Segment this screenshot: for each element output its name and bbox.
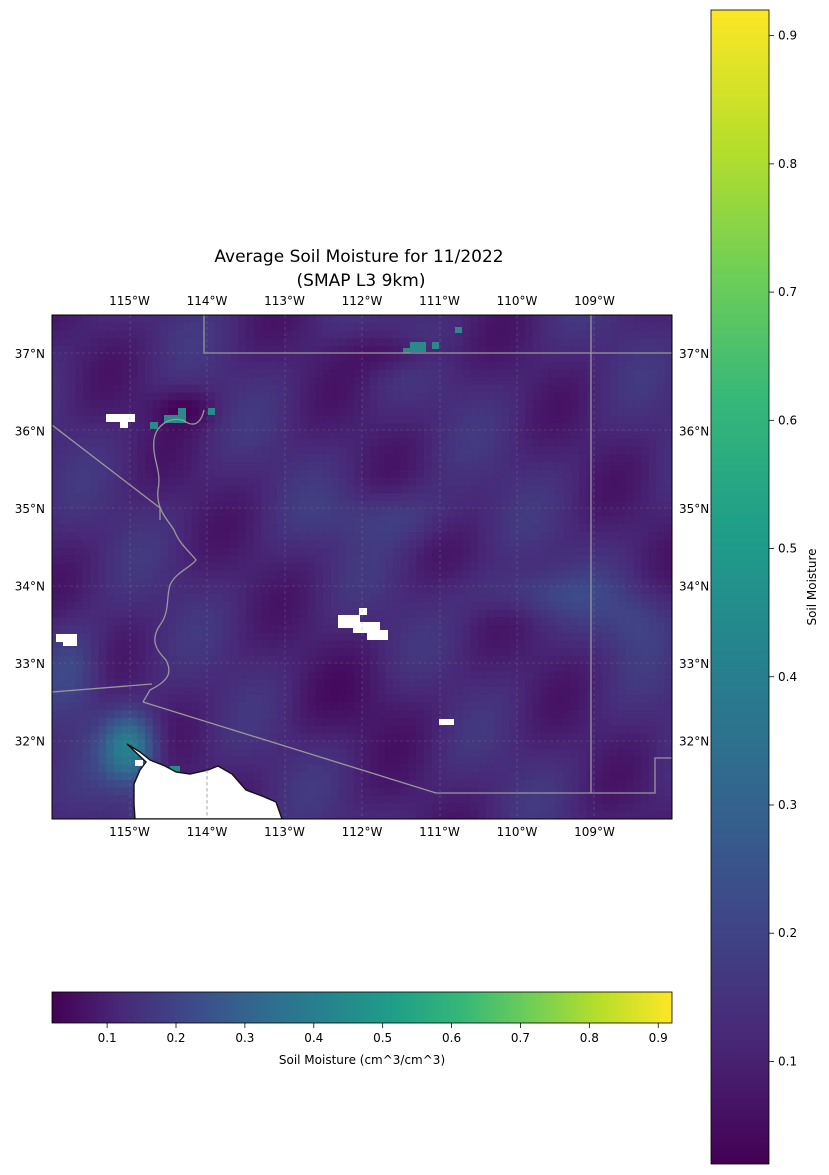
lat-tick-left: 37°N [15, 347, 45, 361]
colorbar-horizontal-tick: 0.1 [98, 1031, 117, 1045]
lon-tick-top: 112°W [342, 294, 383, 308]
colorbar-horizontal-tick: 0.5 [373, 1031, 392, 1045]
lon-tick-bottom: 113°W [264, 825, 305, 839]
colorbar-horizontal-tick: 0.2 [166, 1031, 185, 1045]
map-title: Average Soil Moisture for 11/2022 [214, 247, 503, 267]
lat-tick-right: 35°N [679, 502, 709, 516]
gulf-of-california [126, 743, 283, 819]
lon-tick-top: 109°W [574, 294, 615, 308]
colorbar-horizontal-label: Soil Moisture (cm^3/cm^3) [279, 1053, 445, 1067]
colorbar-vertical-tick: 0.6 [778, 413, 797, 427]
colorbar-vertical-tick: 0.9 [778, 29, 797, 43]
colorbar-vertical-tick: 0.2 [778, 926, 797, 940]
colorbar-horizontal-tick: 0.9 [649, 1031, 668, 1045]
lat-tick-left: 32°N [15, 734, 45, 748]
lon-tick-top: 115°W [109, 294, 150, 308]
lon-tick-bottom: 115°W [109, 825, 150, 839]
lat-tick-right: 33°N [679, 657, 709, 671]
lat-tick-right: 32°N [679, 734, 709, 748]
lon-tick-top: 111°W [419, 294, 460, 308]
missing-data-patches [56, 414, 454, 766]
colorbar-vertical-tick: 0.5 [778, 542, 797, 556]
lat-tick-left: 35°N [15, 502, 45, 516]
state-borders [52, 315, 672, 794]
lon-ticks-top: 115°W 114°W 113°W 112°W 111°W 110°W 109°W [109, 294, 615, 308]
colorbar-horizontal-ticks: 0.1 0.2 0.3 0.4 0.5 0.6 0.7 0.8 0.9 [98, 1023, 668, 1045]
colorbar-vertical-tick: 0.3 [778, 798, 797, 812]
colorbar-vertical-ticks: 0.1 0.2 0.3 0.4 0.5 0.6 0.7 0.8 0.9 [769, 29, 797, 1068]
lat-tick-right: 36°N [679, 424, 709, 438]
lat-tick-left: 33°N [15, 657, 45, 671]
colorbar-vertical-tick: 0.1 [778, 1054, 797, 1068]
colorbar-vertical-label: Soil Moisture [805, 548, 819, 625]
lon-tick-bottom: 111°W [419, 825, 460, 839]
lon-tick-bottom: 110°W [497, 825, 538, 839]
lon-tick-top: 114°W [187, 294, 228, 308]
lon-tick-bottom: 114°W [187, 825, 228, 839]
lon-tick-bottom: 112°W [342, 825, 383, 839]
graticule [52, 315, 672, 819]
colorbar-vertical [710, 9, 770, 1165]
soil-moisture-map [52, 315, 672, 819]
map-subtitle: (SMAP L3 9km) [297, 271, 426, 291]
lat-tick-right: 34°N [679, 579, 709, 593]
colorbar-vertical-tick: 0.7 [778, 285, 797, 299]
colorbar-horizontal-tick: 0.4 [304, 1031, 323, 1045]
colorbar-horizontal-tick: 0.3 [235, 1031, 254, 1045]
lon-tick-top: 110°W [497, 294, 538, 308]
lat-tick-left: 36°N [15, 424, 45, 438]
colorbar-horizontal-tick: 0.6 [442, 1031, 461, 1045]
colorbar-horizontal-tick: 0.8 [580, 1031, 599, 1045]
map-frame [51, 314, 673, 820]
lat-tick-left: 34°N [15, 579, 45, 593]
lon-tick-top: 113°W [264, 294, 305, 308]
colorbar-horizontal [51, 991, 673, 1024]
lat-ticks-left: 37°N 36°N 35°N 34°N 33°N 32°N [15, 347, 45, 749]
colorbar-vertical-tick: 0.8 [778, 157, 797, 171]
moisture-cells [52, 315, 672, 819]
colorbar-horizontal-tick: 0.7 [511, 1031, 530, 1045]
lat-ticks-right: 37°N 36°N 35°N 34°N 33°N 32°N [679, 347, 709, 749]
lon-tick-bottom: 109°W [574, 825, 615, 839]
colorbar-vertical-tick: 0.4 [778, 670, 797, 684]
lat-tick-right: 37°N [679, 347, 709, 361]
lon-ticks-bottom: 115°W 114°W 113°W 112°W 111°W 110°W 109°W [109, 825, 615, 839]
